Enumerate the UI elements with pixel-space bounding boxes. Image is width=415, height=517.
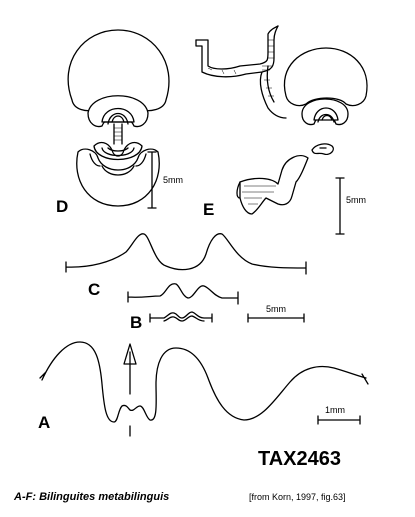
scale-bar-e — [335, 177, 345, 235]
catalog-number: TAX2463 — [258, 448, 342, 470]
scale-bar-d-label: 5mm — [163, 175, 183, 185]
scale-bar-d — [147, 151, 157, 209]
panel-letter-b: B — [130, 313, 142, 332]
scale-bar-b-label: 5mm — [266, 304, 286, 314]
scale-bar-a — [317, 415, 361, 425]
scale-bar-e-label: 5mm — [346, 195, 366, 205]
panel-a-suture — [39, 341, 369, 423]
panel-b-suture-lower — [149, 311, 213, 323]
panel-b-suture-upper — [127, 283, 239, 305]
panel-letter-c: C — [88, 280, 100, 299]
panel-letter-a: A — [38, 413, 50, 432]
caption-range: A-F: — [14, 491, 36, 503]
panel-d-drawing — [67, 29, 170, 207]
panel-letter-e: E — [203, 200, 214, 219]
panel-a-siphuncle-arrow — [123, 343, 137, 437]
panel-letter-d: D — [56, 197, 68, 216]
scale-bar-a-label: 1mm — [325, 405, 345, 415]
caption-taxon: Bilinguites metabilinguis — [39, 491, 170, 503]
scale-bar-b — [247, 313, 305, 323]
figure-caption: A-F: Bilinguites metabilinguis — [14, 491, 169, 503]
figure-source: [from Korn, 1997, fig.63] — [249, 492, 346, 502]
panel-b-suture-lower-inner — [163, 315, 205, 322]
panel-e-drawing — [195, 25, 368, 215]
panel-c-suture — [65, 233, 307, 275]
